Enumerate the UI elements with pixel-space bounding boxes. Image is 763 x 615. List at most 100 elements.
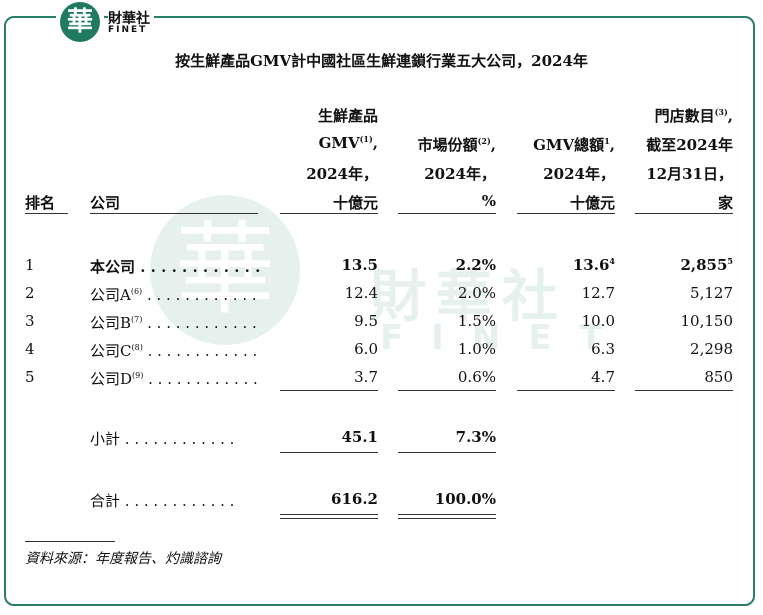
header-cell: 十億元 — [570, 192, 615, 213]
value-cell: 13.5 — [341, 256, 378, 274]
header-sup: 1 — [604, 136, 610, 146]
subtotal-value: 7.3% — [456, 428, 496, 446]
rank-text: 4 — [25, 340, 35, 358]
company-sup: (6) — [130, 287, 143, 296]
value: 12.4 — [344, 284, 378, 302]
logo-brand: FINET — [108, 25, 148, 35]
header-cell: 排名 — [25, 192, 55, 213]
company-text: 公司D — [90, 370, 133, 388]
header-rule — [25, 213, 68, 214]
header-text: GMV — [318, 134, 360, 152]
value-cell: 850 — [704, 368, 733, 386]
value-cell: 1.0% — [458, 340, 496, 358]
value-cell: 13.64 — [573, 256, 615, 274]
rank-text: 3 — [25, 312, 35, 330]
total-label: 合計 — [90, 490, 234, 511]
row-rule — [517, 390, 615, 391]
header-tail: , — [372, 134, 378, 152]
source-rule — [25, 541, 115, 542]
value: 13.5 — [341, 256, 378, 274]
leader-dots — [135, 258, 260, 276]
header-cell: % — [482, 192, 496, 210]
rank-text: 2 — [25, 284, 35, 302]
company-text: 公司C — [90, 342, 132, 360]
value-cell: 4.7 — [591, 368, 615, 386]
watermark-brand: FINET — [380, 318, 631, 358]
company-text: 公司B — [90, 314, 132, 332]
value-cell: 2.0% — [458, 284, 496, 302]
header-sup: (3) — [714, 107, 728, 117]
value: 9.5 — [354, 312, 378, 330]
header-cell: 12月31日， — [646, 163, 733, 184]
header-text: 門店數目 — [654, 107, 715, 125]
company-sup: (8) — [131, 343, 143, 352]
value: 7.3% — [455, 428, 496, 446]
value: 1.0% — [457, 340, 496, 358]
logo-mark: 華 — [60, 2, 100, 42]
value: 13.6 — [572, 256, 610, 274]
value: 616.2 — [331, 490, 378, 508]
value-cell: 1.5% — [458, 312, 496, 330]
rule — [398, 518, 496, 519]
rule — [280, 514, 378, 515]
header-rule — [517, 213, 615, 214]
header-sup: (1) — [359, 134, 373, 144]
header-text: 生鮮產品 — [317, 107, 378, 125]
header-cell: GMV總額1, — [533, 134, 615, 155]
company-sup: (9) — [132, 371, 144, 380]
header-tail: , — [727, 107, 733, 125]
total-value: 616.2 — [331, 490, 378, 508]
header-text: GMV總額 — [533, 136, 605, 154]
rank: 1 — [25, 256, 35, 274]
company: 公司A(6) — [90, 284, 257, 305]
source: 資料來源：年度報告、灼識諮詢 — [25, 551, 221, 567]
value: 100.0% — [434, 490, 496, 508]
rank: 5 — [25, 368, 35, 386]
header-text: 12月31日， — [646, 165, 733, 183]
header-cell: 2024年， — [424, 163, 496, 184]
logo-name: 財華社 — [108, 8, 154, 28]
leader-dots — [142, 286, 256, 304]
header-rule — [280, 213, 378, 214]
rule — [280, 518, 378, 519]
company: 本公司 — [90, 256, 260, 277]
rule — [280, 452, 378, 453]
value: 45.1 — [341, 428, 378, 446]
header-rule — [398, 213, 496, 214]
header-rule — [90, 213, 258, 214]
header-text: % — [481, 192, 496, 210]
header-tail: , — [609, 136, 615, 154]
value-sup: 5 — [727, 256, 733, 266]
value-cell: 5,127 — [690, 284, 733, 302]
value: 10,150 — [680, 312, 734, 330]
value-cell: 6.0 — [354, 340, 378, 358]
header-text: 家 — [717, 194, 733, 212]
leader-dots — [142, 314, 256, 332]
value: 5,127 — [690, 284, 733, 302]
rule — [398, 514, 496, 515]
watermark-name: 財華社 — [370, 264, 568, 330]
company: 公司C(8) — [90, 340, 257, 361]
value-cell: 0.6% — [458, 368, 496, 386]
header-cell: 市場份額(2), — [418, 134, 496, 155]
value-cell: 12.4 — [345, 284, 378, 302]
value: 3.7 — [354, 368, 378, 386]
header-text: 排名 — [25, 194, 56, 212]
header-tail: , — [490, 136, 496, 154]
value: 4.7 — [591, 368, 615, 386]
leader-dots — [143, 342, 257, 360]
header-cell: GMV(1), — [319, 134, 378, 152]
header-cell: 生鮮產品 — [318, 105, 378, 126]
value: 2.2% — [455, 256, 496, 274]
value-cell: 12.7 — [582, 284, 615, 302]
value-cell: 2,8555 — [680, 256, 733, 274]
row-rule — [280, 390, 378, 391]
value: 6.0 — [354, 340, 378, 358]
value: 12.7 — [581, 284, 615, 302]
value: 2.0% — [457, 284, 496, 302]
value: 10.0 — [581, 312, 615, 330]
value: 1.5% — [457, 312, 496, 330]
title: 按生鮮產品GMV計中國社區生鮮連鎖行業五大公司，2024年 — [175, 52, 588, 70]
value-cell: 10,150 — [681, 312, 734, 330]
header-cell: 2024年， — [306, 163, 378, 184]
